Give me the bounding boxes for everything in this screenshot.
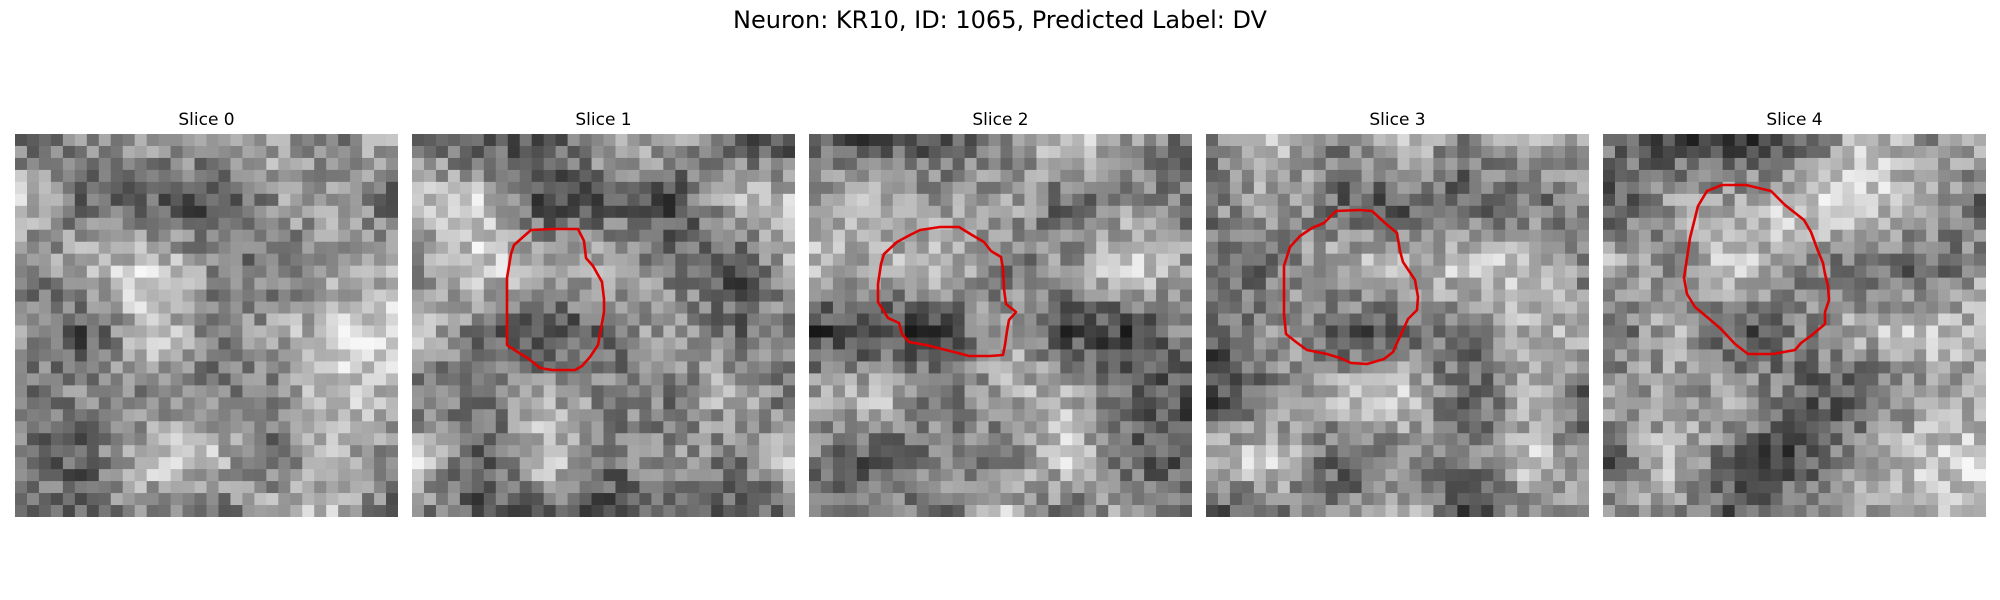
roi-contour (1682, 183, 1831, 356)
slice-title: Slice 2 (972, 110, 1029, 130)
slice-image (1206, 134, 1589, 517)
slice-panel-1: Slice 1 (412, 108, 795, 517)
roi-contour (505, 227, 606, 372)
roi-contour (876, 225, 1018, 358)
slice-panel-2: Slice 2 (809, 108, 1192, 517)
slice-title: Slice 1 (575, 110, 632, 130)
slice-title: Slice 3 (1369, 110, 1426, 130)
figure-title: Neuron: KR10, ID: 1065, Predicted Label:… (733, 6, 1267, 34)
slice-panel-0: Slice 0 (15, 108, 398, 517)
slice-image (412, 134, 795, 517)
slice-image (1603, 134, 1986, 517)
slice-image (15, 134, 398, 517)
slice-title: Slice 4 (1766, 110, 1823, 130)
slice-image (809, 134, 1192, 517)
slice-title: Slice 0 (178, 110, 235, 130)
slice-panel-3: Slice 3 (1206, 108, 1589, 517)
slice-panel-4: Slice 4 (1603, 108, 1986, 517)
roi-contour (1282, 208, 1420, 366)
